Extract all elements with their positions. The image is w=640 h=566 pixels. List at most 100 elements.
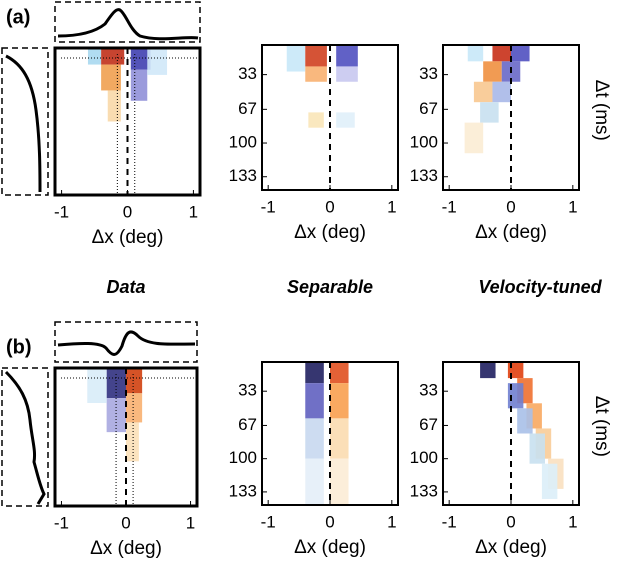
- heatmap-cell: [87, 368, 107, 403]
- heatmap-cell: [147, 48, 168, 75]
- x-tick-label: -1: [54, 202, 69, 221]
- x-tick-label: 0: [506, 512, 515, 531]
- x-axis-label: Δx (deg): [92, 227, 164, 248]
- heatmap-cell: [305, 383, 324, 419]
- y-axis-label: Δt (ms): [591, 80, 612, 141]
- marginal-box: [1, 47, 49, 196]
- y-tick-label: 67: [238, 99, 257, 118]
- heatmap-cell: [107, 90, 121, 122]
- y-tick-label: 100: [410, 133, 438, 152]
- marginal-box: [54, 321, 198, 363]
- heatmap-cell: [305, 458, 324, 505]
- heatmap-cell: [106, 398, 126, 433]
- heatmap-cell: [511, 45, 530, 62]
- marginal-box: [1, 367, 49, 507]
- heatmap-cell: [126, 368, 143, 394]
- x-tick-label: -1: [442, 197, 457, 216]
- heatmap-cell: [480, 362, 496, 379]
- x-tick-label: -1: [261, 197, 276, 216]
- panel-label: (a): [6, 6, 30, 28]
- x-tick-label: -1: [54, 513, 69, 532]
- heatmap-cell: [517, 408, 533, 434]
- heatmap-cell: [330, 458, 349, 505]
- marginal-curve: [4, 370, 46, 505]
- y-tick-label: 33: [419, 381, 438, 400]
- y-tick-label: 133: [229, 481, 257, 500]
- x-tick-label: 0: [325, 512, 334, 531]
- heatmap-cell: [305, 66, 327, 82]
- heatmap-cell: [286, 45, 306, 72]
- x-tick-label: 0: [121, 513, 130, 532]
- heatmap-cell: [336, 66, 358, 82]
- x-tick-label: -1: [261, 512, 276, 531]
- x-tick-label: 1: [387, 512, 396, 531]
- heatmap-cell: [305, 418, 324, 459]
- heatmap-cell: [126, 393, 143, 423]
- heatmap-cell: [480, 102, 499, 123]
- heatmap-cell: [87, 48, 102, 65]
- heatmap-cell: [473, 81, 493, 103]
- marginal-curve: [57, 8, 199, 41]
- x-tick-label: 1: [568, 197, 577, 216]
- y-tick-label: 33: [238, 64, 257, 83]
- x-axis-label: Δx (deg): [90, 538, 162, 559]
- heatmap-cell: [101, 48, 125, 65]
- column-title: Velocity-tuned: [478, 277, 602, 297]
- column-title: Data: [106, 277, 145, 297]
- marginal-curve: [5, 54, 42, 193]
- x-tick-label: 1: [568, 512, 577, 531]
- y-tick-label: 133: [410, 481, 438, 500]
- x-axis-label: Δx (deg): [294, 222, 366, 243]
- x-axis-label: Δx (deg): [475, 222, 547, 243]
- heatmap-cell: [330, 362, 349, 384]
- heatmap-cell: [126, 422, 139, 462]
- marginal-curve: [57, 330, 196, 356]
- heatmap-cell: [464, 122, 484, 154]
- heatmap-cell: [467, 45, 484, 62]
- y-tick-label: 67: [419, 415, 438, 434]
- heatmap-cell: [305, 45, 327, 67]
- heatmap: [305, 362, 349, 505]
- heatmap-cell: [492, 81, 511, 103]
- heatmap-cell: [130, 48, 151, 70]
- heatmap-cell: [541, 463, 558, 499]
- y-tick-label: 133: [410, 166, 438, 185]
- heatmap: [480, 362, 564, 499]
- heatmap-cell: [308, 112, 324, 128]
- y-tick-label: 100: [229, 448, 257, 467]
- heatmap: [464, 45, 530, 154]
- heatmap: [87, 368, 143, 462]
- heatmap-cell: [483, 61, 502, 82]
- heatmap: [87, 48, 168, 122]
- heatmap-cell: [492, 45, 511, 62]
- y-tick-label: 33: [419, 64, 438, 83]
- x-tick-label: 0: [123, 202, 132, 221]
- panel-label: (b): [6, 336, 32, 358]
- heatmap-cell: [130, 69, 148, 101]
- x-axis-label: Δx (deg): [294, 537, 366, 558]
- y-tick-label: 100: [229, 133, 257, 152]
- y-tick-label: 33: [238, 381, 257, 400]
- x-axis-label: Δx (deg): [475, 537, 547, 558]
- x-tick-label: 1: [387, 197, 396, 216]
- heatmap-cell: [330, 418, 349, 459]
- y-tick-label: 67: [419, 99, 438, 118]
- x-tick-label: -1: [442, 512, 457, 531]
- heatmap: [286, 45, 358, 128]
- heatmap-cell: [101, 64, 121, 91]
- marginal-box: [54, 1, 201, 43]
- x-tick-label: 0: [325, 197, 334, 216]
- y-tick-label: 67: [238, 415, 257, 434]
- heatmap-cell: [305, 362, 324, 384]
- heatmap-cell: [336, 45, 358, 67]
- y-tick-label: 100: [410, 448, 438, 467]
- heatmap-cell: [330, 383, 349, 419]
- x-tick-label: 0: [506, 197, 515, 216]
- y-axis-label: Δt (ms): [591, 396, 612, 457]
- x-tick-label: 1: [189, 202, 198, 221]
- x-tick-label: 1: [186, 513, 195, 532]
- heatmap-cell: [529, 433, 545, 464]
- y-tick-label: 133: [229, 166, 257, 185]
- heatmap-cell: [336, 112, 355, 128]
